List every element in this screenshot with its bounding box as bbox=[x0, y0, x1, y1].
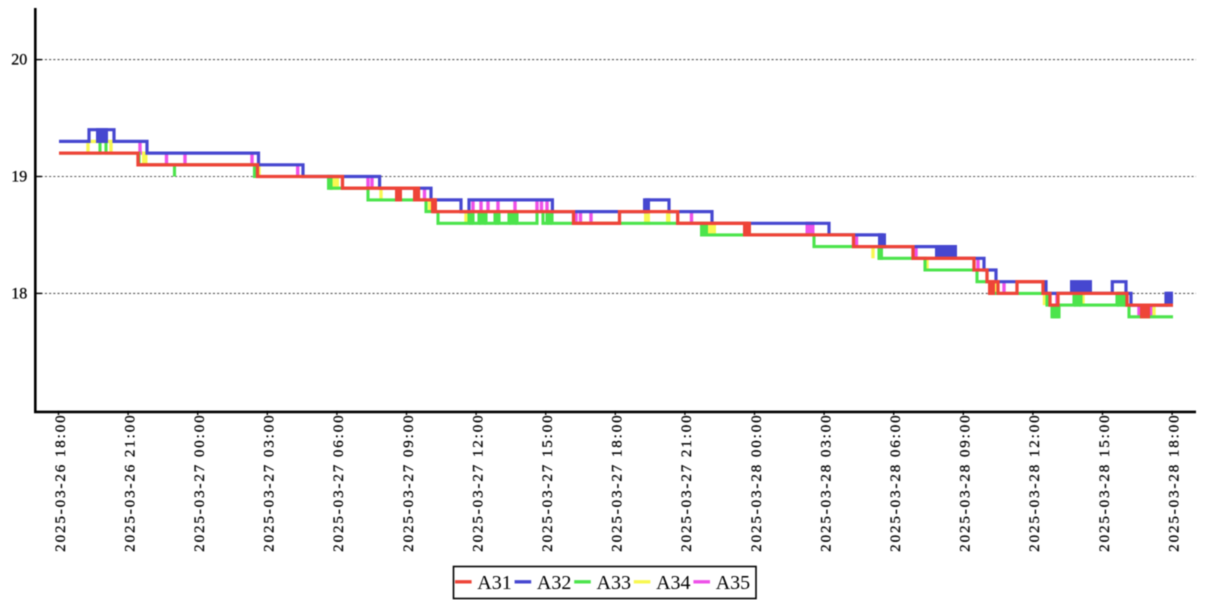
svg-text:2025-03-27 18:00: 2025-03-27 18:00 bbox=[610, 414, 626, 552]
svg-text:2025-03-28 18:00: 2025-03-28 18:00 bbox=[1166, 414, 1182, 552]
svg-text:2025-03-27 15:00: 2025-03-27 15:00 bbox=[540, 414, 556, 552]
svg-text:20: 20 bbox=[11, 52, 27, 69]
svg-text:2025-03-28 00:00: 2025-03-28 00:00 bbox=[749, 414, 765, 552]
svg-text:A32: A32 bbox=[537, 572, 571, 594]
svg-text:A31: A31 bbox=[477, 572, 511, 594]
svg-text:2025-03-26 21:00: 2025-03-26 21:00 bbox=[122, 414, 138, 552]
svg-text:2025-03-27 21:00: 2025-03-27 21:00 bbox=[679, 414, 695, 552]
svg-text:2025-03-28 15:00: 2025-03-28 15:00 bbox=[1097, 414, 1113, 552]
svg-text:A34: A34 bbox=[656, 572, 690, 594]
svg-text:2025-03-27 06:00: 2025-03-27 06:00 bbox=[331, 414, 347, 552]
svg-text:A33: A33 bbox=[597, 572, 631, 594]
svg-text:2025-03-27 09:00: 2025-03-27 09:00 bbox=[401, 414, 417, 552]
svg-text:18: 18 bbox=[11, 285, 27, 302]
svg-text:2025-03-28 12:00: 2025-03-28 12:00 bbox=[1027, 414, 1043, 552]
svg-text:2025-03-28 06:00: 2025-03-28 06:00 bbox=[888, 414, 904, 552]
svg-text:19: 19 bbox=[11, 168, 27, 185]
svg-text:2025-03-27 12:00: 2025-03-27 12:00 bbox=[470, 414, 486, 552]
svg-text:2025-03-27 00:00: 2025-03-27 00:00 bbox=[192, 414, 208, 552]
svg-text:2025-03-28 03:00: 2025-03-28 03:00 bbox=[818, 414, 834, 552]
svg-text:2025-03-28 09:00: 2025-03-28 09:00 bbox=[958, 414, 974, 552]
svg-text:2025-03-26 18:00: 2025-03-26 18:00 bbox=[53, 414, 69, 552]
svg-text:2025-03-27 03:00: 2025-03-27 03:00 bbox=[262, 414, 278, 552]
svg-text:A35: A35 bbox=[716, 572, 750, 594]
